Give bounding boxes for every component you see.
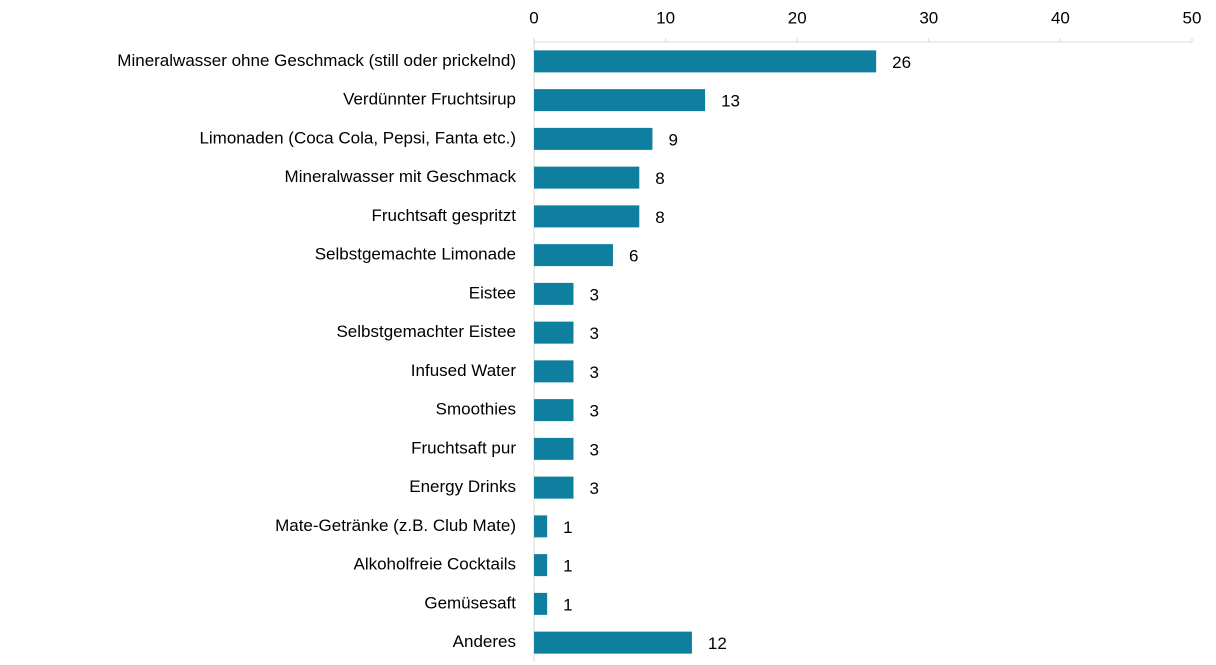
data-label: 1 <box>563 518 572 537</box>
data-label: 3 <box>589 440 598 459</box>
x-tick-label: 40 <box>1051 8 1070 27</box>
x-tick-label: 30 <box>919 8 938 27</box>
y-tick-label: Smoothies <box>436 400 516 419</box>
y-tick-label: Anderes <box>453 632 516 651</box>
data-label: 1 <box>563 595 572 614</box>
bar <box>534 554 548 577</box>
data-label: 26 <box>892 53 911 72</box>
y-tick-label: Alkoholfreie Cocktails <box>353 555 516 574</box>
bar <box>534 399 574 422</box>
data-label: 3 <box>589 285 598 304</box>
data-label: 8 <box>655 169 664 188</box>
bar <box>534 89 706 112</box>
x-tick-label: 10 <box>656 8 675 27</box>
y-tick-label: Gemüsesaft <box>424 593 516 612</box>
bar <box>534 166 640 189</box>
y-tick-label: Mineralwasser ohne Geschmack (still oder… <box>117 51 516 70</box>
y-tick-label: Mineralwasser mit Geschmack <box>285 167 517 186</box>
y-tick-label: Verdünnter Fruchtsirup <box>343 90 516 109</box>
y-tick-label: Mate-Getränke (z.B. Club Mate) <box>275 516 516 535</box>
bar <box>534 205 640 228</box>
data-label: 1 <box>563 557 572 576</box>
data-label: 3 <box>589 363 598 382</box>
bar <box>534 50 877 73</box>
y-tick-label: Fruchtsaft pur <box>411 438 516 457</box>
data-label: 13 <box>721 92 740 111</box>
y-tick-label: Selbstgemachte Limonade <box>315 245 516 264</box>
y-tick-label: Infused Water <box>411 361 517 380</box>
y-tick-label: Selbstgemachter Eistee <box>336 322 516 341</box>
data-label: 3 <box>589 324 598 343</box>
data-label: 8 <box>655 208 664 227</box>
data-label: 12 <box>708 634 727 653</box>
y-tick-label: Eistee <box>469 283 516 302</box>
bar <box>534 476 574 499</box>
bar <box>534 592 548 615</box>
bar <box>534 631 692 654</box>
x-tick-label: 50 <box>1183 8 1202 27</box>
data-label: 9 <box>668 130 677 149</box>
bar <box>534 437 574 460</box>
data-label: 6 <box>629 247 638 266</box>
bar <box>534 127 653 150</box>
bar <box>534 244 613 267</box>
bar <box>534 515 548 538</box>
x-tick-label: 20 <box>788 8 807 27</box>
bar <box>534 360 574 383</box>
x-tick-label: 0 <box>529 8 538 27</box>
y-tick-label: Energy Drinks <box>409 477 516 496</box>
y-tick-label: Limonaden (Coca Cola, Pepsi, Fanta etc.) <box>199 128 516 147</box>
y-tick-label: Fruchtsaft gespritzt <box>371 206 516 225</box>
bar <box>534 282 574 305</box>
data-label: 3 <box>589 479 598 498</box>
data-label: 3 <box>589 402 598 421</box>
bar <box>534 321 574 344</box>
